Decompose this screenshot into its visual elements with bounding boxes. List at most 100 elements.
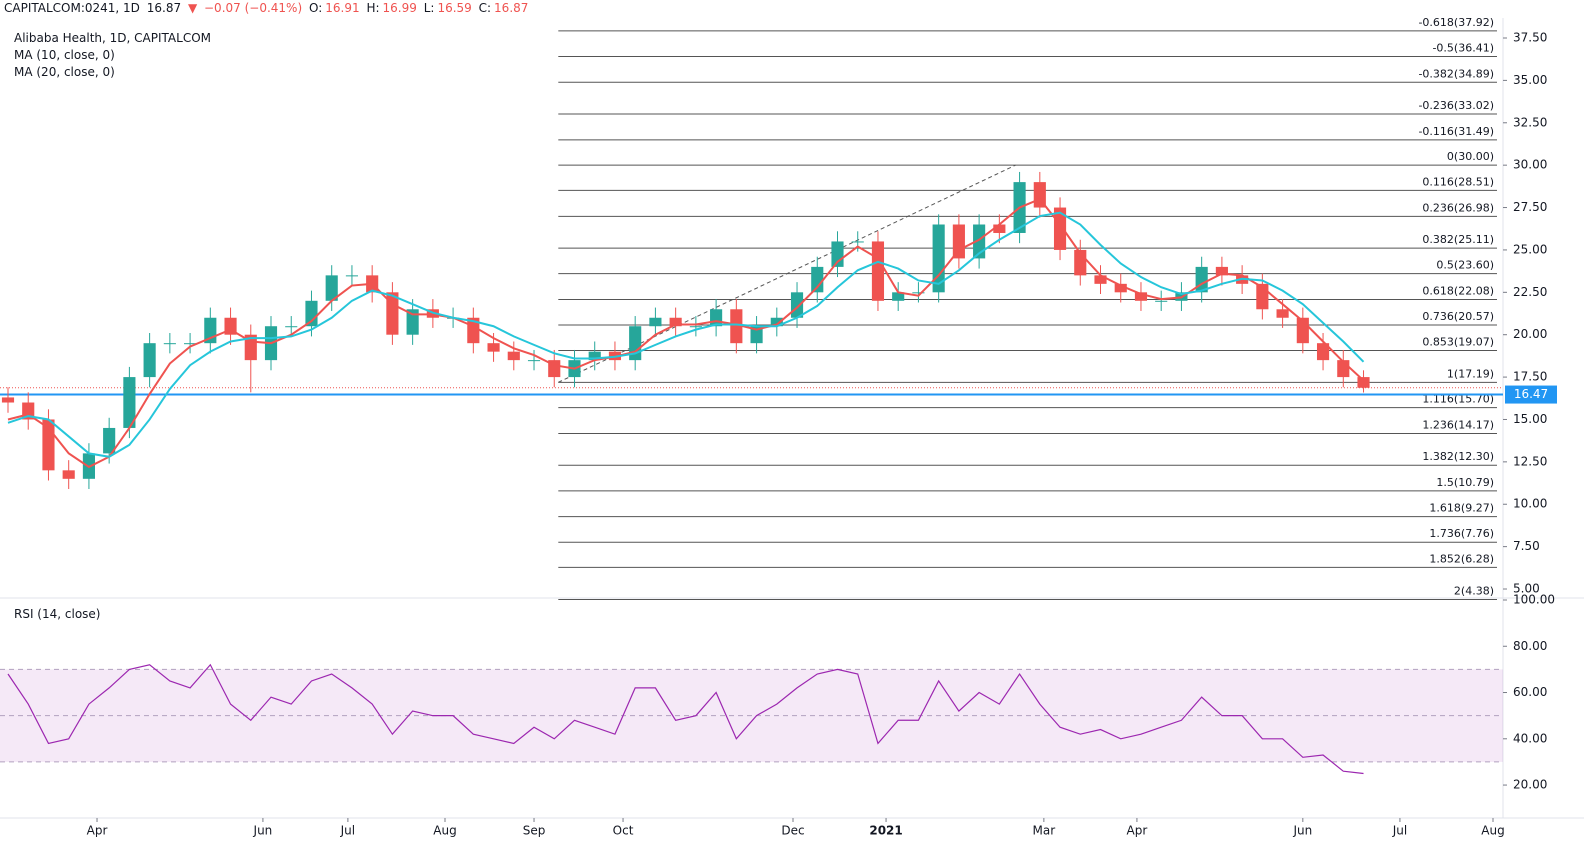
- candle-body: [649, 317, 662, 327]
- arrow: ▼: [187, 1, 198, 15]
- candle-body: [1276, 309, 1289, 318]
- candle-body: [669, 317, 682, 327]
- candle-body: [952, 224, 965, 259]
- x-tick-label: Dec: [781, 824, 804, 838]
- candle-body: [285, 326, 298, 328]
- x-tick-label: Apr: [87, 824, 108, 838]
- y-tick-label: 35.00: [1513, 73, 1547, 87]
- candle-body: [811, 266, 824, 293]
- x-tick-label: Oct: [613, 824, 634, 838]
- fib-label: 0.853(19.07): [1422, 335, 1494, 348]
- symbol-header: CAPITALCOM:0241, 1D 16.87 ▼ −0.07 (−0.41…: [4, 1, 531, 15]
- symbol: CAPITALCOM:0241, 1D: [4, 1, 140, 15]
- rsi-title: RSI (14, close): [14, 607, 101, 621]
- fib-label: -0.382(34.89): [1418, 67, 1494, 80]
- y-tick-label: 17.50: [1513, 370, 1547, 384]
- c-label: C:: [478, 1, 492, 15]
- x-tick-label: 2021: [869, 824, 902, 838]
- x-tick-label: Aug: [1481, 824, 1504, 838]
- candle-body: [912, 292, 925, 294]
- candle-body: [790, 292, 804, 318]
- candle-body: [993, 224, 1006, 233]
- candle-body: [851, 241, 864, 243]
- h-label: H:: [366, 1, 380, 15]
- fib-label: 1.5(10.79): [1436, 476, 1494, 489]
- candle-body: [932, 224, 945, 293]
- candle-body: [345, 275, 359, 277]
- fib-label: 1.852(6.28): [1429, 552, 1494, 565]
- candle-body: [123, 377, 136, 428]
- candle-body: [1053, 207, 1067, 250]
- fib-label: -0.618(37.92): [1418, 16, 1494, 29]
- change: −0.07 (−0.41%): [204, 1, 303, 15]
- candle-body: [325, 275, 338, 301]
- close: 16.87: [494, 1, 529, 15]
- candle-body: [1215, 266, 1228, 276]
- o-label: O:: [308, 1, 323, 15]
- candle-body: [1357, 377, 1370, 388]
- price-label: 16.47: [1514, 387, 1548, 401]
- fib-label: 0.236(26.98): [1422, 201, 1494, 214]
- legend-entry: MA (10, close, 0): [14, 48, 115, 62]
- fib-label: 1.736(7.76): [1429, 527, 1494, 540]
- candle-body: [730, 309, 743, 344]
- candle-body: [1, 397, 15, 403]
- x-tick-label: Jun: [253, 824, 273, 838]
- fib-label: 0.618(22.08): [1422, 284, 1494, 297]
- candle-body: [62, 470, 75, 479]
- candle-body: [143, 343, 156, 378]
- fib-label: 1.382(12.30): [1422, 450, 1494, 463]
- last-price: 16.87: [146, 1, 182, 15]
- candle-body: [1155, 300, 1168, 302]
- candle-body: [103, 427, 116, 454]
- candle-body: [689, 326, 702, 328]
- y-tick-label: 10.00: [1513, 497, 1547, 511]
- candle-body: [1316, 343, 1330, 361]
- candle-body: [305, 300, 318, 327]
- legend-entry: MA (20, close, 0): [14, 65, 115, 79]
- fib-label: 0.382(25.11): [1422, 233, 1494, 246]
- fib-label: -0.116(31.49): [1418, 125, 1494, 138]
- candle-body: [973, 224, 986, 259]
- y-tick-label: 12.50: [1513, 454, 1547, 468]
- y-tick-label: 7.50: [1513, 539, 1540, 553]
- candle-body: [184, 343, 197, 345]
- x-tick-label: Sep: [523, 824, 546, 838]
- candle-body: [1114, 283, 1127, 293]
- y-tick-label: 25.00: [1513, 242, 1547, 256]
- candle-body: [406, 309, 419, 335]
- price-label-box: [1505, 385, 1557, 404]
- y-tick-label: 20.00: [1513, 778, 1547, 792]
- candle-body: [507, 351, 520, 361]
- y-tick-label: 22.50: [1513, 285, 1547, 299]
- x-tick-label: Aug: [433, 824, 456, 838]
- x-tick-label: Mar: [1033, 824, 1056, 838]
- high: 16.99: [382, 1, 417, 15]
- fib-label: -0.5(36.41): [1432, 41, 1494, 54]
- y-tick-label: 100.00: [1513, 592, 1555, 606]
- y-tick-label: 15.00: [1513, 412, 1547, 426]
- candle-body: [750, 326, 763, 344]
- y-tick-label: 80.00: [1513, 639, 1547, 653]
- rsi-line: [7, 663, 1364, 775]
- y-tick-label: 60.00: [1513, 685, 1547, 699]
- x-tick-label: Jul: [1392, 824, 1407, 838]
- candle-body: [892, 292, 905, 301]
- fib-label: 1.116(15.70): [1422, 393, 1494, 406]
- fib-label: 2(4.38): [1454, 585, 1494, 598]
- x-tick-label: Jun: [1292, 824, 1312, 838]
- fib-label: 0.5(23.60): [1436, 259, 1494, 272]
- ma-line: [7, 211, 1365, 458]
- l-label: L:: [423, 1, 435, 15]
- y-tick-label: 40.00: [1513, 731, 1547, 745]
- candle-body: [588, 351, 601, 361]
- fib-label: 0.116(28.51): [1422, 175, 1494, 188]
- fib-label: 0.736(20.57): [1422, 310, 1494, 323]
- candle-body: [1094, 275, 1107, 284]
- low: 16.59: [437, 1, 472, 15]
- fib-label: -0.236(33.02): [1418, 99, 1494, 112]
- candle-body: [527, 360, 541, 362]
- y-tick-label: 30.00: [1513, 158, 1547, 172]
- fib-label: 1.618(9.27): [1429, 502, 1494, 515]
